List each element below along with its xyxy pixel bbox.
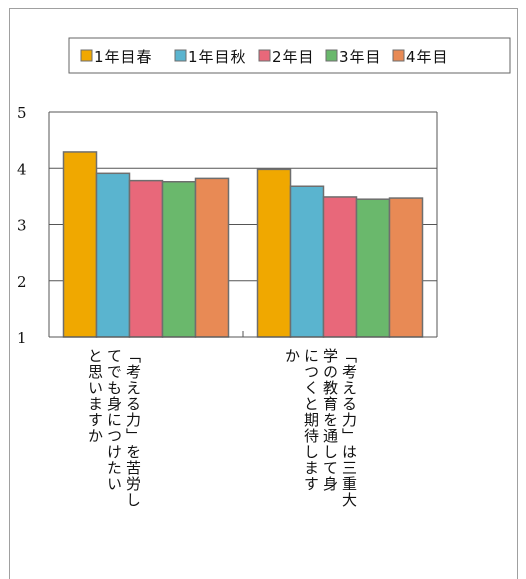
bar-1-series-4 <box>161 181 197 338</box>
y-tick-label: 5 <box>17 104 27 122</box>
legend-swatch <box>80 49 93 62</box>
y-tick-label: 1 <box>17 329 27 347</box>
legend-label: 3年目 <box>339 48 382 66</box>
legend-label: 4年目 <box>406 48 449 66</box>
bar-2-series-3 <box>322 196 358 338</box>
bars <box>62 151 424 338</box>
bar-1-series-3 <box>128 179 164 338</box>
legend-swatch <box>392 49 405 62</box>
bar-1-series-5 <box>194 177 230 338</box>
category-label-2: 「考える力」は三重大 学の教育を通して身 につくと期待します か <box>283 348 358 508</box>
legend-box <box>68 37 511 74</box>
y-tick-labels: 1 2 3 4 5 <box>17 104 27 347</box>
bar-2-series-5 <box>388 197 424 338</box>
legend-swatch <box>325 49 338 62</box>
y-tick-label: 4 <box>17 160 27 178</box>
legend-label: 1年目秋 <box>188 48 247 66</box>
bar-2-series-1 <box>256 168 292 338</box>
y-tick-label: 2 <box>17 273 27 291</box>
y-tick-label: 3 <box>17 217 27 235</box>
chart-frame <box>9 8 518 579</box>
legend-label: 1年目春 <box>94 48 153 66</box>
bar-2-series-4 <box>355 198 391 338</box>
category-label-1: 「考える力」を苦労し てでも身につけたい と思いますか <box>86 348 142 508</box>
bar-1-series-2 <box>95 172 131 338</box>
axes <box>48 112 438 338</box>
bar-2-series-2 <box>289 185 325 338</box>
legend-swatch <box>174 49 187 62</box>
legend-swatch <box>258 49 271 62</box>
bar-1-series-1 <box>62 151 98 338</box>
legend-label: 2年目 <box>272 48 315 66</box>
legend: 1年目春 1年目秋 2年目 3年目 4年目 <box>68 37 511 74</box>
